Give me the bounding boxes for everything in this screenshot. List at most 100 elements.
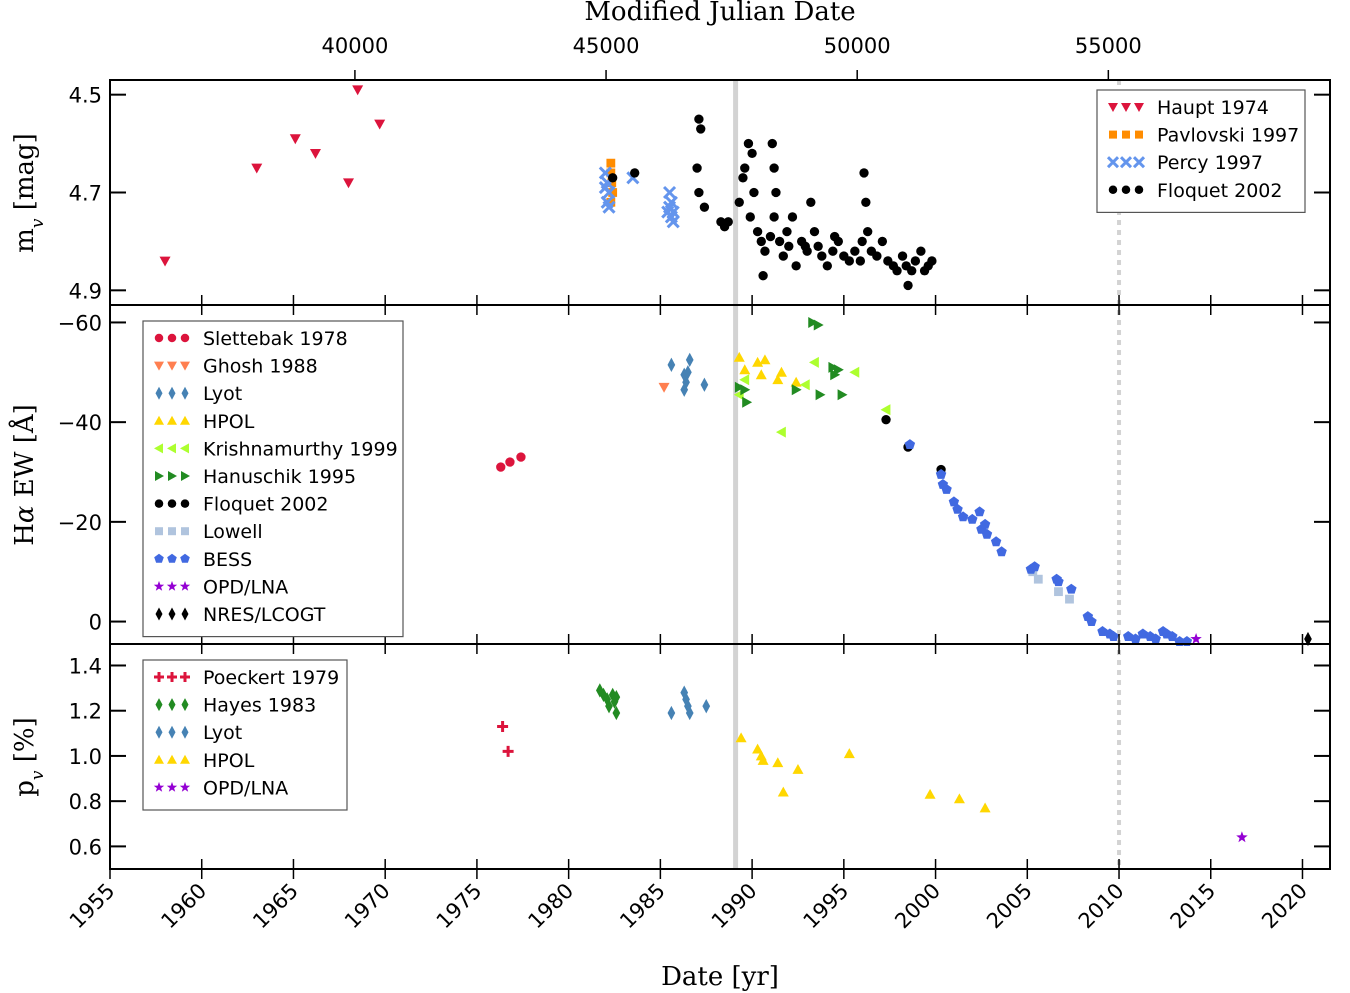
legend-entry: Percy 1997 bbox=[1106, 152, 1263, 174]
data-point: Floquet 2002: 1992.9, 4.81 bbox=[800, 241, 810, 251]
data-point: Hanuschik 1995: 1992.4, -46.5 bbox=[791, 384, 802, 396]
xtick-label-year: 2015 bbox=[1166, 879, 1221, 934]
legend-marker bbox=[1135, 130, 1143, 139]
legend-marker bbox=[181, 386, 189, 400]
ylabel-polarization: pv [%] bbox=[10, 717, 48, 797]
legend-marker bbox=[168, 607, 176, 621]
legend-entry: NRES/LCOGT bbox=[155, 604, 326, 626]
data-point: HPOL: 1991.6, -50 bbox=[775, 366, 787, 377]
data-point: Hayes 1983: 1982.6, 1.19 bbox=[612, 705, 621, 721]
legend-entry: Poeckert 1979 bbox=[154, 667, 339, 689]
legend-entry: Floquet 2002 bbox=[1108, 180, 1282, 202]
legend-marker bbox=[1119, 156, 1133, 169]
data-point: Floquet 2002: 1987.1, 4.7 bbox=[694, 187, 704, 198]
legend-marker bbox=[180, 553, 190, 563]
legend-entry: Lyot bbox=[155, 383, 242, 405]
ytick-label: 1.2 bbox=[69, 700, 102, 724]
data-point: Lyot: 1985.6, -51.5 bbox=[667, 357, 676, 372]
data-point: Hanuschik 1995: 1989.7, -44 bbox=[742, 396, 753, 408]
data-point: Percy 1997: 1985.5, 4.7 bbox=[662, 185, 677, 200]
ylabel-halpha: Hα EW [Å] bbox=[8, 404, 40, 546]
mjd-tick-label: 40000 bbox=[322, 34, 389, 58]
legend-marker bbox=[179, 781, 191, 792]
data-point: Lyot: 1986.5, 1.22 bbox=[684, 699, 692, 714]
legend-marker bbox=[1121, 103, 1131, 112]
data-point: BESS: 2006.7, -8 bbox=[1053, 576, 1064, 587]
legend-marker bbox=[155, 471, 164, 481]
data-point: Floquet 2002: 1998.2, 4.83 bbox=[897, 251, 908, 261]
legend-label: Lyot bbox=[203, 383, 242, 405]
data-point: Lyot: 1986.6, -52.5 bbox=[685, 352, 694, 367]
legend-marker bbox=[154, 361, 164, 371]
data-point: BESS: 2002.8, -17.5 bbox=[981, 528, 993, 539]
legend-marker bbox=[181, 527, 189, 536]
legend-entry: BESS bbox=[154, 549, 252, 571]
data-point: Percy 1997: 1982, 4.69 bbox=[598, 181, 612, 195]
bottom-axis-label: Date [yr] bbox=[661, 962, 779, 992]
data-point: Floquet 2002: 1999.2, 4.82 bbox=[916, 246, 926, 256]
data-point: Floquet 2002: 1991.2, 4.65 bbox=[769, 163, 779, 173]
xtick-label-year: 1990 bbox=[707, 879, 762, 934]
data-point: Floquet 2002: 1987.4, 4.73 bbox=[699, 202, 710, 212]
ylabel-magnitude: mv [mag] bbox=[10, 133, 48, 253]
legend-marker bbox=[153, 781, 165, 792]
top-axis-label: Modified Julian Date bbox=[584, 0, 855, 27]
data-point: BESS: 2002.4, -22 bbox=[974, 506, 985, 517]
data-points: Haupt 1974: 1958, 4.84 Haupt 1974: 1963, … bbox=[159, 85, 1312, 843]
legend-marker bbox=[180, 499, 190, 508]
legend-marker bbox=[1109, 130, 1117, 139]
data-point: BESS: 2001.2, -22.5 bbox=[952, 503, 963, 514]
ytick-label: 4.5 bbox=[69, 84, 102, 108]
data-point: HPOL: 2002.7, 0.77 bbox=[979, 802, 991, 813]
data-point: HPOL: 1990.3, 1.03 bbox=[752, 743, 764, 754]
legend-marker bbox=[167, 361, 177, 371]
data-point: HPOL: 1991.4, -48.5 bbox=[772, 374, 784, 385]
legend-label: Floquet 2002 bbox=[203, 494, 328, 516]
data-point: Floquet 2002: 1991.1, 4.6 bbox=[767, 138, 777, 149]
legend-marker bbox=[154, 415, 164, 425]
legend-label: OPD/LNA bbox=[203, 777, 288, 799]
data-point: Percy 1997: 1985.7, 4.74 bbox=[666, 205, 680, 219]
data-point: Floquet 2002: 1996.2, 4.72 bbox=[861, 197, 871, 207]
legend-label: Lyot bbox=[203, 722, 242, 744]
data-point: Haupt 1974: 1966.2, 4.62 bbox=[309, 148, 321, 159]
legend-marker bbox=[181, 725, 189, 739]
data-point: Floquet 2002: 1997.9, 4.86 bbox=[892, 266, 902, 276]
ytick-label: 1.4 bbox=[69, 654, 102, 678]
data-point: Floquet 2002: 1991.2, 4.75 bbox=[769, 212, 779, 222]
data-point: Hanuschik 1995: 1994.5, -49.5 bbox=[830, 369, 841, 381]
legend-marker bbox=[154, 499, 164, 508]
data-point: HPOL: 1990.7, -52.5 bbox=[759, 354, 771, 365]
data-point: Ghosh 1988: 1985.2, -47 bbox=[658, 382, 670, 393]
legend-entry: Lowell bbox=[155, 521, 263, 543]
data-point: Floquet 2002: 1997.1, 4.8 bbox=[877, 236, 888, 247]
data-point: Floquet 2002: 1998.9, 4.84 bbox=[910, 256, 921, 266]
legend-label: Poeckert 1979 bbox=[203, 667, 339, 689]
legend-marker bbox=[180, 415, 190, 425]
data-point: HPOL: 1989.3, -53 bbox=[733, 351, 745, 362]
data-point: BESS: 2008.5, 0 bbox=[1086, 616, 1097, 626]
xtick-label-year: 1960 bbox=[156, 879, 211, 934]
data-point: Percy 1997: 1985.6, 4.72 bbox=[664, 195, 678, 209]
legend-marker bbox=[1106, 156, 1120, 169]
data-point: Floquet 2002: 1991, 4.79 bbox=[765, 231, 776, 242]
data-point: HPOL: 1999.7, 0.83 bbox=[924, 788, 936, 799]
data-point: Krishnamurthy 1999: 1991.6, -38 bbox=[775, 426, 786, 438]
series-nres-lcogt: NRES/LCOGT: 2020.3, 3.5 bbox=[1304, 631, 1312, 647]
legend-entry: Ghosh 1988 bbox=[154, 356, 318, 378]
data-point: Floquet 2002: 1992.2, 4.75 bbox=[787, 212, 798, 222]
series-opd-lna: OPD/LNA: 2014.2, 3.5 bbox=[1190, 633, 1202, 644]
series-haupt-1974: Haupt 1974: 1958, 4.84 Haupt 1974: 1963, … bbox=[159, 85, 386, 267]
legend-label: OPD/LNA bbox=[203, 576, 288, 598]
data-point: Floquet 2002: 1996.8, 4.83 bbox=[872, 251, 882, 261]
data-point: Floquet 2002: 1983.6, 4.66 bbox=[630, 168, 640, 178]
data-point: Floquet 2002: 1992, 4.81 bbox=[784, 241, 794, 251]
data-point: Floquet 2002: 1995.9, 4.84 bbox=[855, 256, 866, 266]
legend-marker bbox=[168, 471, 177, 481]
data-point: Floquet 2002: 1993.2, 4.72 bbox=[806, 197, 816, 207]
data-point: Lyot: 1986.3, -46.5 bbox=[680, 382, 689, 397]
data-point: Floquet 2002: 1998.7, 4.86 bbox=[907, 266, 917, 276]
legend-marker bbox=[168, 386, 176, 400]
legend-label: Haupt 1974 bbox=[1157, 97, 1269, 119]
